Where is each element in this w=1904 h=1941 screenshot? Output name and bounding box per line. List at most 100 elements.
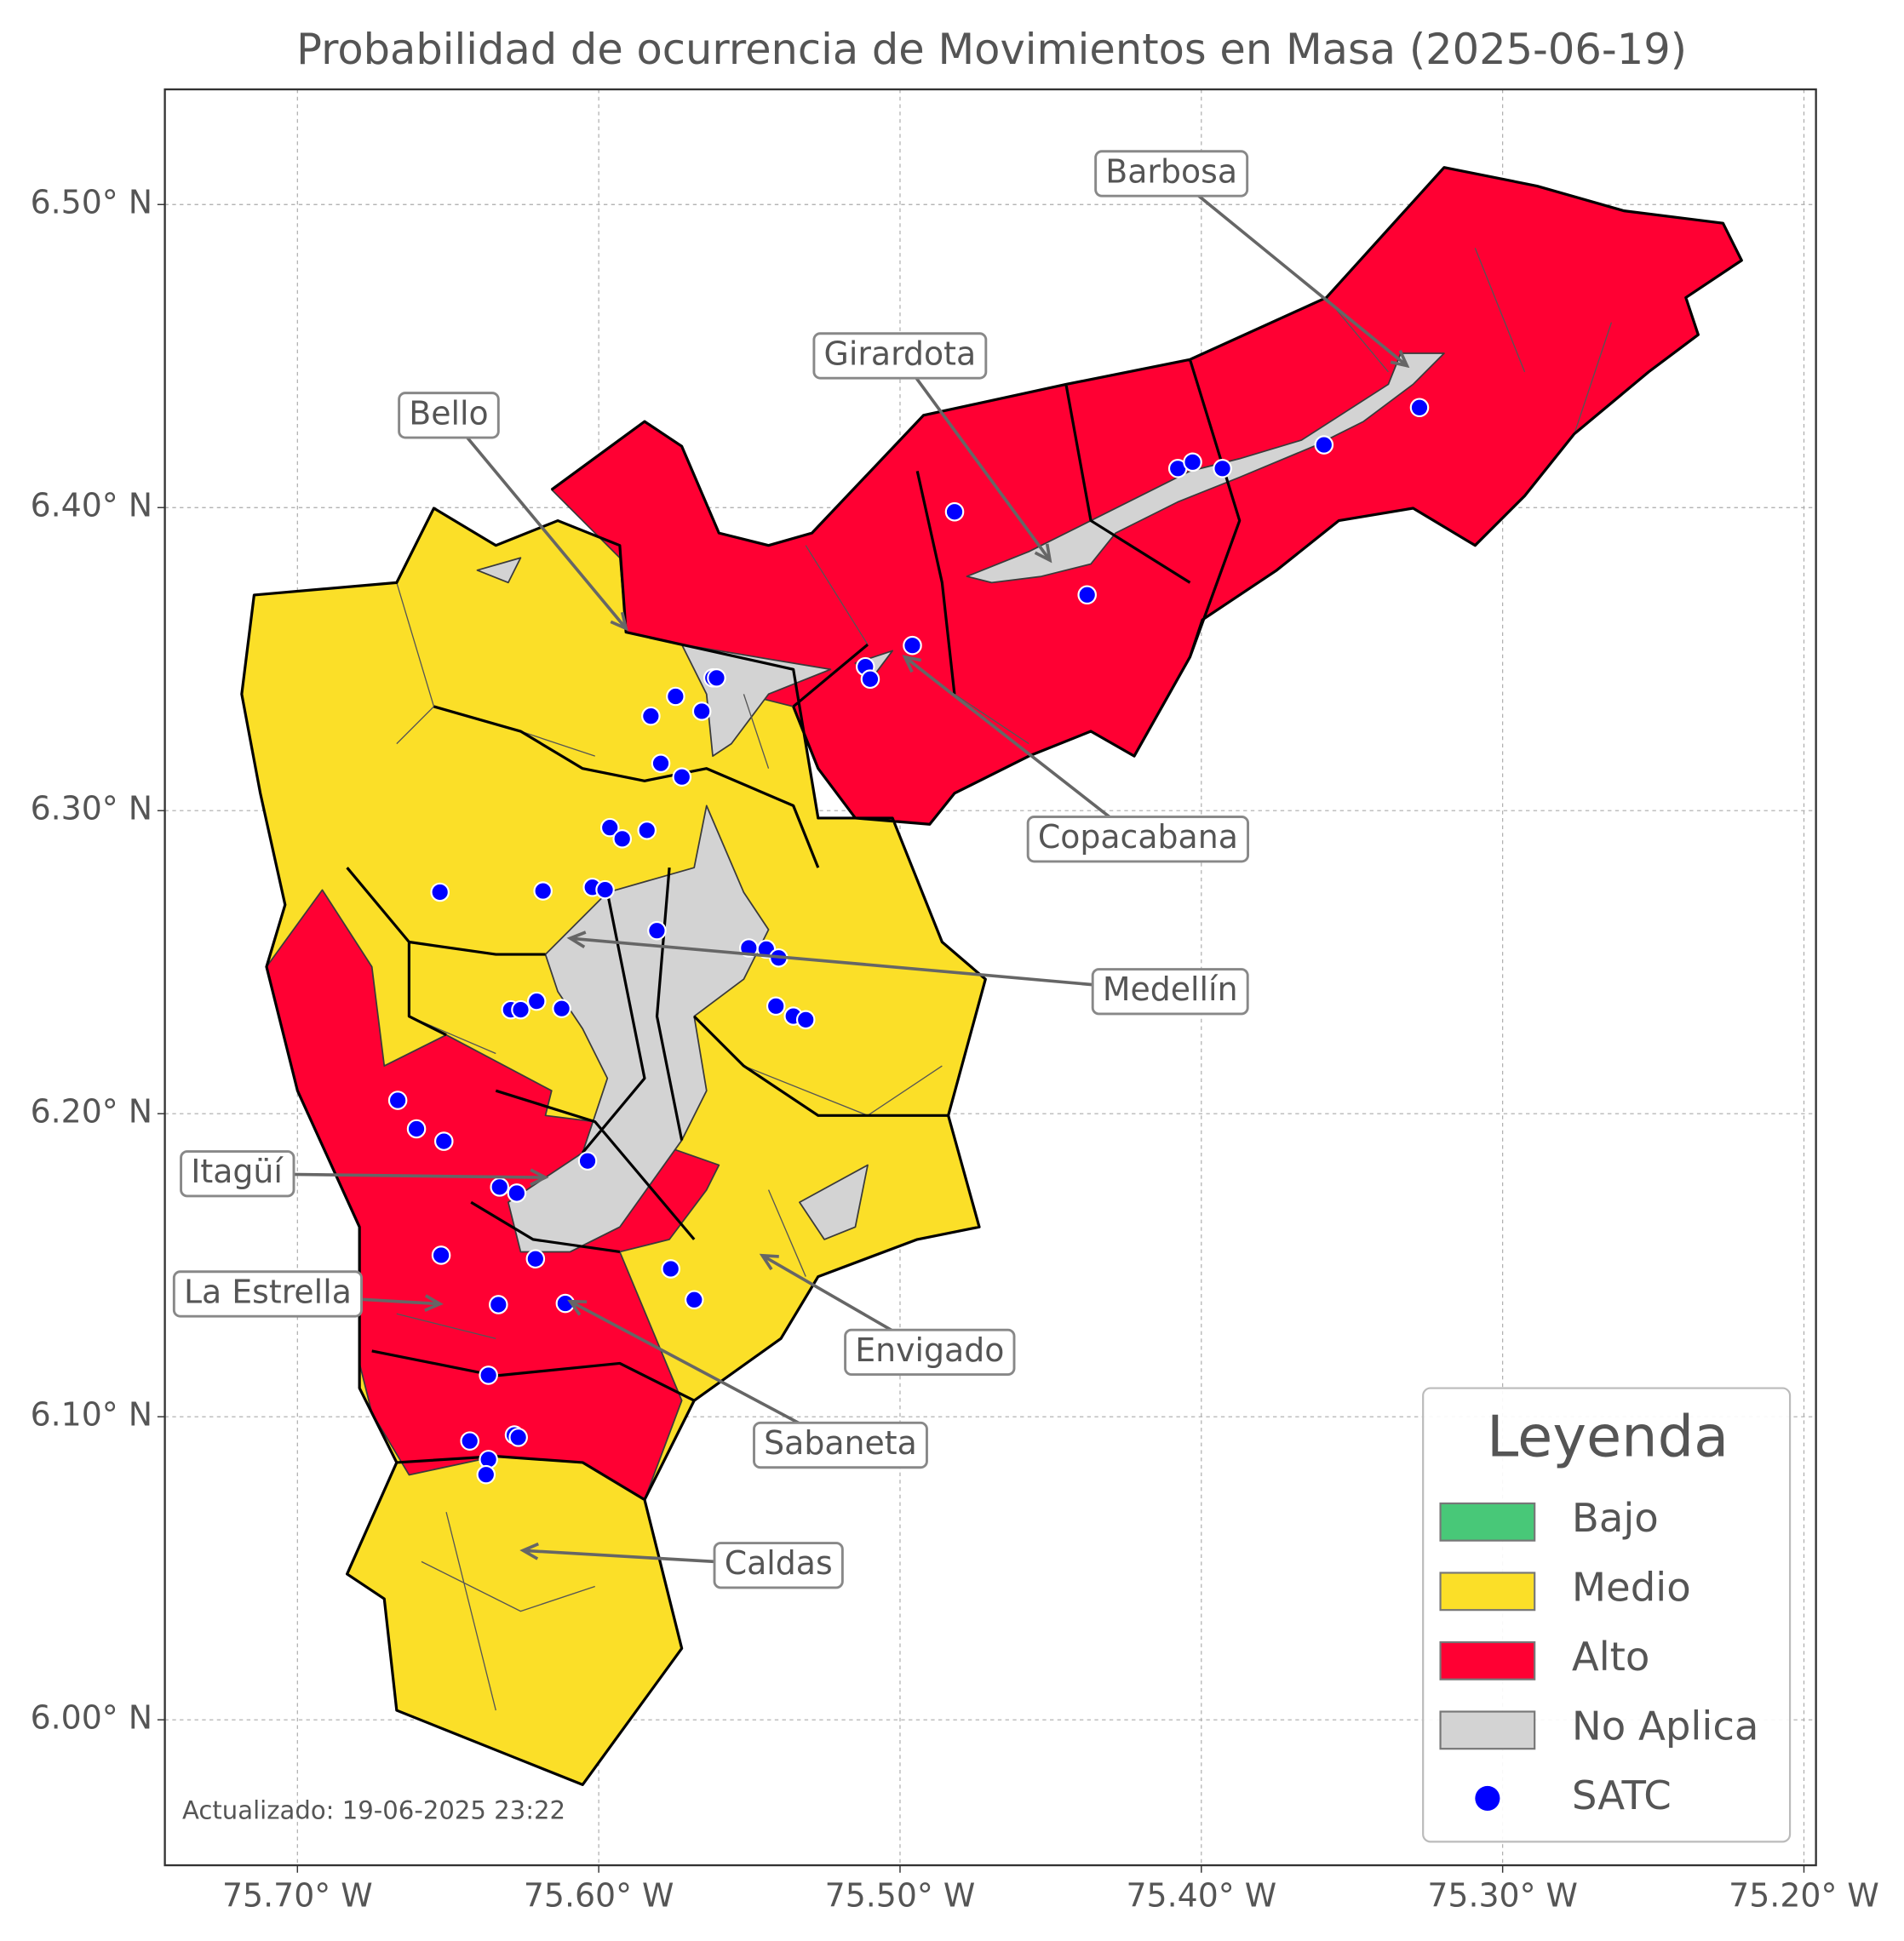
satc-point — [647, 920, 667, 941]
satc-point — [508, 1428, 528, 1447]
y-tick-label: 6.10° N — [31, 1396, 152, 1434]
legend-swatch — [1439, 1502, 1536, 1542]
annotation-label: La Estrella — [184, 1273, 352, 1310]
annotation-arrow — [898, 354, 1052, 562]
satc-point — [1213, 459, 1232, 478]
satc-point — [666, 686, 685, 707]
satc-point — [595, 879, 615, 900]
x-tick-label: 75.60° W — [524, 1876, 674, 1914]
plot-frame — [163, 88, 1817, 1867]
y-tick-label: 6.40° N — [31, 487, 152, 524]
footnote: Actualizado: 19-06-2025 23:22 — [182, 1795, 565, 1824]
annotation-arrowhead — [759, 1253, 779, 1271]
satc-point — [685, 1290, 704, 1310]
annotation-label: Girardota — [824, 335, 977, 372]
legend-swatch — [1439, 1640, 1536, 1680]
satc-point — [489, 1295, 508, 1314]
satc-point — [533, 881, 553, 901]
region-no-aplica — [476, 557, 522, 584]
satc-point — [612, 829, 633, 849]
annotation-label: Bello — [409, 394, 488, 432]
legend-label: Alto — [1572, 1634, 1650, 1680]
annotation-label: Caldas — [725, 1544, 833, 1582]
legend-label: Medio — [1572, 1564, 1691, 1610]
y-tick-label: 6.30° N — [31, 790, 152, 827]
satc-point — [526, 991, 547, 1011]
x-tick-label: 75.30° W — [1427, 1876, 1578, 1914]
annotation-arrow — [1170, 172, 1408, 368]
legend-label: No Aplica — [1572, 1703, 1759, 1749]
satc-point — [903, 635, 922, 656]
satc-point — [1409, 398, 1430, 418]
satc-point — [1314, 435, 1334, 455]
annotation-box — [1094, 150, 1249, 198]
annotation-arrow — [570, 936, 1171, 993]
annotation-box — [172, 1270, 363, 1318]
annotation-box — [1091, 968, 1249, 1016]
satc-point — [476, 1464, 496, 1485]
annotation-arrowhead — [1034, 543, 1052, 564]
legend-swatch — [1439, 1710, 1536, 1750]
municipal-borders — [240, 166, 1743, 1787]
annotation-label: Itagüí — [191, 1153, 284, 1190]
satc-point — [479, 1366, 498, 1385]
satc-point — [433, 1131, 454, 1151]
annotation-arrowhead — [424, 1294, 444, 1312]
satc-point — [511, 999, 530, 1020]
satc-point — [525, 1249, 546, 1268]
satc-point — [860, 669, 880, 690]
annotation-arrowhead — [566, 930, 587, 948]
x-tick-label: 75.40° W — [1126, 1876, 1276, 1914]
satc-point — [766, 996, 786, 1016]
x-tick-label: 75.20° W — [1729, 1876, 1879, 1914]
annotation-label: Envigado — [855, 1331, 1004, 1369]
satc-points — [387, 398, 1430, 1485]
satc-point — [431, 1245, 451, 1265]
map-title: Probabilidad de ocurrencia de Movimiento… — [296, 25, 1687, 74]
legend: Leyenda Bajo Medio Alto No Aplica SATC — [1422, 1387, 1792, 1843]
annotation-label: Barbosa — [1105, 152, 1237, 190]
satc-point — [1183, 452, 1202, 472]
annotation-box — [180, 1150, 295, 1198]
x-tick-label: 75.50° W — [825, 1876, 976, 1914]
satc-point — [387, 1091, 408, 1110]
annotations: Barbosa Girardota Bello Copacabana Medellín I… — [172, 150, 1410, 1589]
satc-point — [507, 1183, 527, 1203]
annotation-box — [812, 332, 988, 380]
annotation-arrowhead — [567, 1299, 588, 1316]
satc-point — [490, 1177, 510, 1197]
region-no-aplica — [799, 1164, 869, 1240]
satc-point — [707, 668, 726, 688]
satc-point — [599, 817, 620, 838]
satc-point — [672, 767, 692, 787]
annotation-box — [398, 392, 500, 439]
satc-point — [651, 753, 671, 773]
annotation-arrowhead — [1390, 350, 1410, 369]
annotation-arrowhead — [610, 611, 628, 632]
satc-point — [1077, 585, 1097, 605]
satc-point — [795, 1010, 816, 1030]
satc-point — [577, 1151, 598, 1171]
region-no-aplica — [966, 352, 1445, 584]
axes: 75.70° W 75.60° W 75.50° W 75.40° W 75.30° W… — [31, 184, 1879, 1915]
annotation-arrowhead — [519, 1542, 539, 1560]
y-tick-label: 6.50° N — [31, 184, 152, 221]
annotation-box — [1026, 816, 1250, 863]
y-tick-label: 6.20° N — [31, 1093, 152, 1131]
y-tick-label: 6.00° N — [31, 1699, 152, 1737]
annotation-arrow — [569, 1300, 841, 1447]
legend-title: Leyenda — [1487, 1403, 1729, 1469]
satc-point — [637, 821, 657, 840]
satc-point — [661, 1259, 680, 1279]
annotation-arrowhead — [902, 655, 922, 673]
annotation-box — [844, 1328, 1016, 1377]
annotation-label: Copacabana — [1038, 818, 1238, 856]
regions — [240, 166, 1743, 1787]
annotation-arrow — [903, 656, 1139, 841]
annotation-arrowhead — [530, 1168, 549, 1187]
legend-marker — [1475, 1785, 1500, 1811]
legend-swatch — [1439, 1572, 1536, 1612]
satc-point — [641, 706, 661, 726]
